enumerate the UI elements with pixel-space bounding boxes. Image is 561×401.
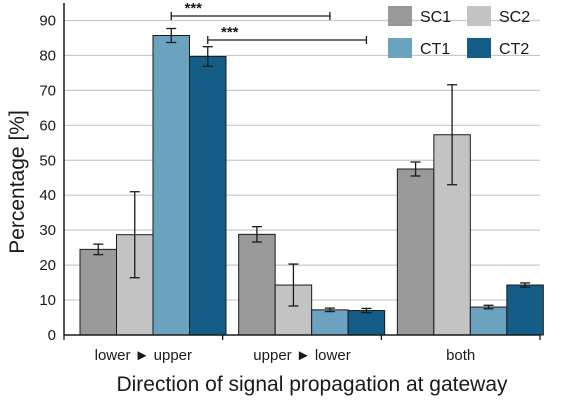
bar-CT1-0 (152, 35, 190, 336)
axes (63, 3, 541, 340)
legend: SC1 SC2 CT1 CT2 (388, 6, 530, 58)
y-tick-80: 80 (39, 47, 56, 64)
sig-label-0: *** (184, 0, 202, 17)
bar-SC1-2 (396, 168, 435, 336)
y-axis-title: Percentage [%] (6, 110, 29, 254)
y-tick-10: 10 (39, 292, 56, 309)
y-tick-0: 0 (48, 327, 56, 344)
y-tick-30: 30 (39, 222, 56, 239)
legend-label-SC2: SC2 (499, 9, 530, 26)
legend-swatch-CT2 (467, 38, 491, 58)
error-bars (93, 27, 531, 314)
bars (79, 35, 544, 336)
y-tick-50: 50 (39, 152, 56, 169)
bar-CT1-1 (311, 309, 349, 336)
y-tick-70: 70 (39, 82, 56, 99)
y-tick-60: 60 (39, 117, 56, 134)
legend-swatch-CT1 (388, 38, 412, 58)
category-label-2: both (446, 347, 475, 364)
category-label-1: upper ► lower (253, 347, 350, 364)
y-tick-90: 90 (39, 12, 56, 29)
legend-label-CT1: CT1 (420, 41, 450, 58)
legend-label-SC1: SC1 (420, 9, 451, 26)
bar-CT2-0 (189, 55, 227, 336)
bar-SC1-1 (238, 233, 276, 336)
legend-label-CT2: CT2 (499, 41, 529, 58)
sig-label-1: *** (221, 24, 239, 41)
bar-CT1-2 (469, 306, 508, 336)
category-label-0: lower ► upper (95, 347, 192, 364)
y-tick-20: 20 (39, 257, 56, 274)
bar-CT2-2 (506, 284, 544, 336)
legend-swatch-SC2 (467, 6, 491, 26)
significance-brackets: *** *** (170, 0, 368, 44)
legend-swatch-SC1 (388, 6, 412, 26)
x-axis-title: Direction of signal propagation at gatew… (116, 373, 508, 396)
bar-SC1-0 (79, 248, 117, 336)
y-tick-40: 40 (39, 187, 56, 204)
bar-CT2-1 (347, 310, 386, 336)
y-tick-labels: 0 10 20 30 40 50 60 70 80 90 (39, 12, 56, 344)
category-labels: lower ► upper upper ► lower both (95, 347, 476, 364)
